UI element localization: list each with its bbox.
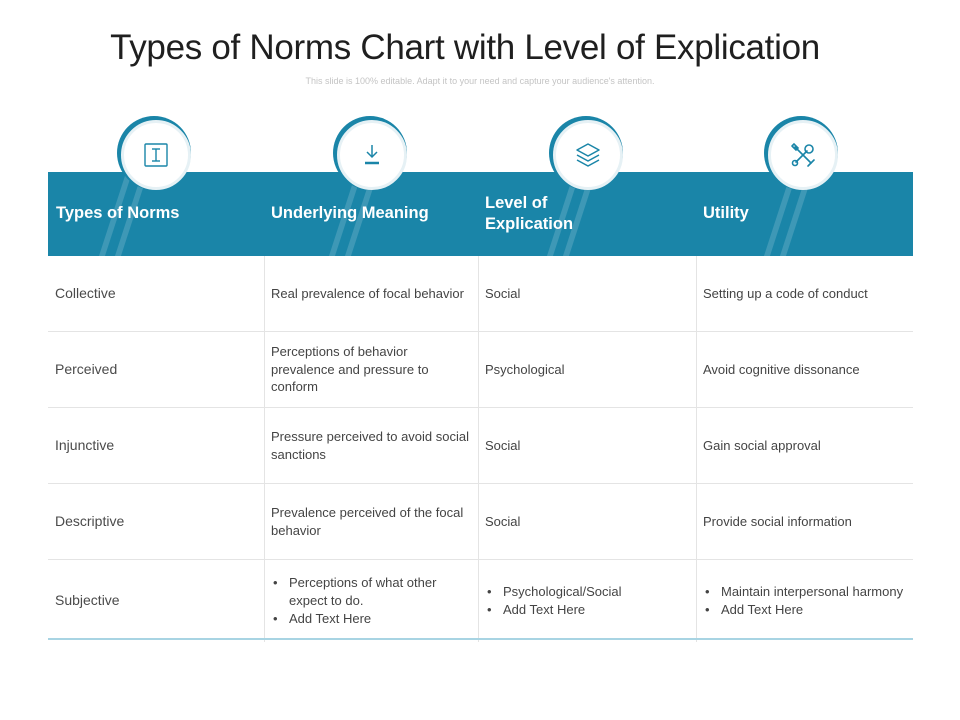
download-icon (365, 145, 379, 165)
text-cursor-icon (144, 143, 168, 167)
cell-meaning: Pressure perceived to avoid social sanct… (271, 428, 469, 462)
table-row: Subjective Perceptions of what other exp… (48, 560, 913, 642)
bullet-item: Add Text Here (271, 610, 470, 628)
cell-utility: Maintain interpersonal harmony Add Text … (696, 560, 913, 642)
bullet-item: Maintain interpersonal harmony (703, 583, 903, 601)
bullet-item: Psychological/Social (485, 583, 622, 601)
cell-type: Injunctive (55, 436, 115, 453)
cell-level: Social (485, 285, 521, 301)
icon-badge-meaning (333, 116, 411, 192)
table-row: Collective Real prevalence of focal beha… (48, 256, 913, 332)
table-bottom-rule (48, 638, 913, 640)
cell-meaning: Real prevalence of focal behavior (271, 285, 464, 301)
cell-utility: Provide social information (703, 513, 852, 529)
header-types-of-norms: Types of Norms (56, 204, 180, 223)
norms-table: Collective Real prevalence of focal beha… (48, 256, 913, 642)
cell-level: Social (485, 437, 521, 453)
slide-subtitle: This slide is 100% editable. Adapt it to… (305, 76, 655, 86)
icon-badge-types (117, 116, 195, 192)
tools-icon (791, 142, 815, 167)
header-level-of-explication: Level of Explication (485, 193, 574, 233)
icon-badge-level (549, 116, 627, 192)
icon-badge-utility (764, 116, 842, 192)
cell-meaning: Prevalence perceived of the focal behavi… (271, 504, 464, 538)
cell-type: Descriptive (55, 512, 125, 529)
table-row: Descriptive Prevalence perceived of the … (48, 484, 913, 560)
bullet-item: Perceptions of what other expect to do. (271, 574, 470, 610)
cell-utility: Gain social approval (703, 437, 821, 453)
cell-utility: Setting up a code of conduct (703, 285, 868, 301)
table-row: Perceived Perceptions of behavior preval… (48, 332, 913, 408)
bullet-item: Add Text Here (485, 601, 622, 619)
header-underlying-meaning: Underlying Meaning (271, 204, 429, 223)
cell-meaning: Perceptions of behavior prevalence and p… (271, 343, 429, 395)
slide-title: Types of Norms Chart with Level of Expli… (110, 28, 820, 67)
cell-type: Perceived (55, 360, 118, 377)
bullet-item: Add Text Here (703, 601, 903, 619)
layers-icon (576, 143, 600, 167)
cell-utility: Avoid cognitive dissonance (703, 361, 860, 377)
cell-type: Collective (55, 284, 116, 301)
cell-meaning: Perceptions of what other expect to do. … (264, 560, 478, 642)
cell-level: Psychological (485, 361, 565, 377)
table-header: Types of Norms Underlying Meaning Level … (48, 172, 913, 256)
table-row: Injunctive Pressure perceived to avoid s… (48, 408, 913, 484)
cell-level: Psychological/Social Add Text Here (478, 560, 696, 642)
header-utility: Utility (703, 204, 749, 223)
cell-level: Social (485, 513, 521, 529)
cell-type: Subjective (55, 592, 120, 609)
